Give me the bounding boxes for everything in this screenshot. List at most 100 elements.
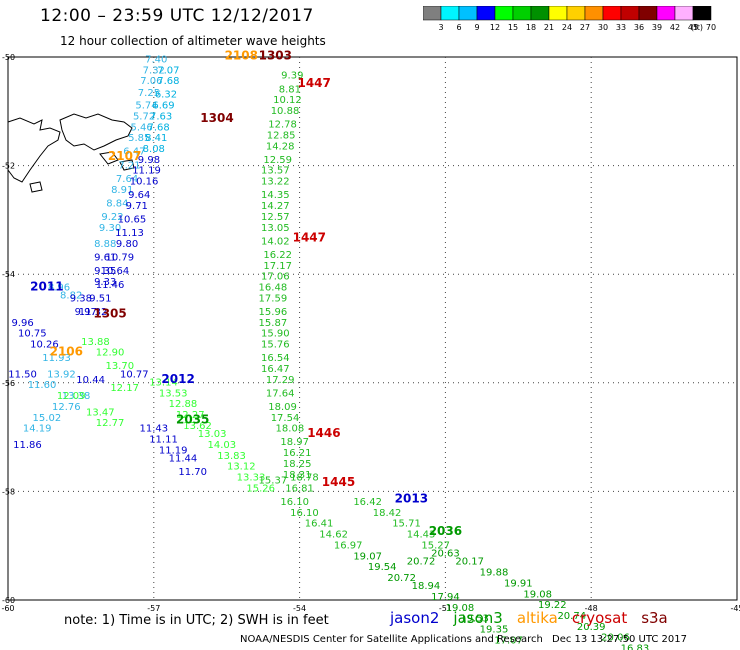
x-tick-label: -54	[293, 604, 306, 613]
wave-height-value: 15.90	[261, 329, 290, 340]
pass-time-label: 2106	[50, 345, 83, 359]
wave-height-value: 9.51	[89, 293, 111, 304]
wave-height-value: 9.61	[94, 253, 116, 264]
wave-height-value: 16.21	[283, 448, 312, 459]
colorbar-tick-label: 27	[580, 23, 590, 32]
wave-height-value: 15.27	[421, 540, 450, 551]
wave-height-value: 13.14	[149, 378, 178, 389]
wave-height-value: 9.80	[116, 239, 138, 250]
wave-height-value: 12.85	[267, 130, 296, 141]
x-tick-label: -51	[439, 604, 452, 613]
wave-height-value: 7.40	[145, 54, 167, 65]
wave-height-value: 13.62	[183, 421, 212, 432]
colorbar-swatch	[692, 6, 712, 21]
wave-height-value: 20.17	[455, 557, 484, 568]
wave-height-value: 8.91	[111, 185, 133, 196]
pass-time-label: 2035	[176, 413, 209, 427]
wave-height-value: 17.06	[261, 272, 290, 283]
pass-time-label: 1303	[259, 49, 292, 63]
pass-time-label: 2108	[225, 49, 258, 63]
wave-height-value: 19.91	[504, 578, 533, 589]
wave-height-value: 20.74	[557, 611, 586, 622]
wave-height-value: 20.06	[601, 633, 630, 644]
wave-height-value: 17.54	[271, 413, 300, 424]
colorbar-tick-label: 3	[438, 23, 443, 32]
wave-height-value: 13.03	[198, 429, 227, 440]
wave-height-value: 8.84	[106, 198, 128, 209]
wave-height-value: 9.39	[281, 71, 303, 82]
wave-height-value: 19.88	[480, 568, 509, 579]
legend-entry-s3a: s3a	[641, 609, 668, 627]
wave-height-value: 20.39	[577, 622, 606, 633]
pass-time-label: 2013	[395, 491, 428, 505]
wave-height-value: 5.74	[135, 101, 157, 112]
wave-height-value: 19.08	[523, 589, 552, 600]
wave-height-value: 10.75	[18, 329, 47, 340]
y-tick-label: -56	[2, 379, 15, 388]
pass-time-label: 1304	[200, 111, 233, 125]
y-tick-label: -54	[2, 270, 15, 279]
wave-height-value: 19.54	[368, 562, 397, 573]
pass-time-label: 2107	[108, 149, 141, 163]
wave-height-value: 10.16	[130, 177, 159, 188]
pass-time-label: 1445	[322, 475, 355, 489]
y-tick-label: -58	[2, 487, 15, 496]
colorbar-tick-label: 6	[456, 23, 461, 32]
pass-time-label: 2011	[30, 279, 63, 293]
wave-height-value: 7.63	[150, 111, 172, 122]
wave-height-value: 13.05	[261, 223, 290, 234]
wave-height-value: 11.19	[159, 445, 188, 456]
legend-entry-jason2: jason2	[390, 609, 440, 627]
wave-height-value: 10.26	[30, 340, 59, 351]
colorbar-tick-label: 33	[616, 23, 626, 32]
satellite-legend: jason2 jason3 altika cryosat s3a	[390, 609, 682, 627]
wave-height-value: 7.06	[140, 76, 162, 87]
wave-height-value: 5.85	[128, 133, 150, 144]
wave-height-value: 18.09	[268, 402, 297, 413]
colorbar-tick-label: 21	[544, 23, 554, 32]
footnote: note: 1) Time is in UTC; 2) SWH is in fe…	[64, 613, 329, 628]
wave-height-value: 12.59	[263, 155, 292, 166]
wave-height-value: 15.71	[392, 519, 421, 530]
wave-height-value: 10.44	[76, 375, 105, 386]
legend-entry-altika: altika	[516, 609, 558, 627]
wave-height-value: 16.54	[261, 353, 290, 364]
wave-height-value: 12.57	[261, 212, 290, 223]
wave-height-value: 19.53	[460, 614, 489, 625]
wave-height-value: 14.35	[261, 190, 290, 201]
colorbar-tick-label: 39	[652, 23, 662, 32]
wave-height-value: 16.97	[334, 540, 363, 551]
wave-height-value: 8.41	[145, 133, 167, 144]
wave-height-value: 13.83	[217, 451, 246, 462]
plot-frame	[7, 56, 738, 601]
pass-time-label: 2036	[429, 524, 462, 538]
wave-height-value: 17.94	[431, 592, 460, 603]
legend-entry-jason3: jason3	[453, 609, 503, 627]
wave-height-value: 17.29	[266, 375, 295, 386]
colorbar-tick-label: 9	[474, 23, 479, 32]
wave-height-value: 11.32	[79, 307, 108, 318]
colorbar-unit-label: (ft)	[691, 23, 703, 32]
wave-height-value: 18.42	[373, 508, 402, 519]
wave-height-value: 9.64	[128, 190, 150, 201]
wave-height-value: 14.19	[23, 424, 52, 435]
wave-height-value: 19.35	[480, 625, 509, 636]
wave-height-value: 15.76	[261, 340, 290, 351]
wave-height-value: 12.78	[268, 120, 297, 131]
wave-height-value: 16.81	[285, 483, 314, 494]
colorbar-tick-label: 24	[562, 23, 572, 32]
wave-height-value: 6.47	[123, 147, 145, 158]
wave-height-value: 19.08	[446, 603, 475, 614]
wave-height-value: 17.07	[494, 635, 523, 646]
wave-height-value: 13.57	[261, 166, 290, 177]
colorbar-tick-label: 12	[490, 23, 500, 32]
wave-height-value: 6.69	[152, 101, 174, 112]
wave-height-value: 16.22	[263, 250, 292, 261]
credit-line: NOAA/NESDIS Center for Satellite Applica…	[240, 634, 543, 645]
x-tick-label: -60	[1, 604, 14, 613]
colorbar: 3 6 9 12 15 18 21 24 27 30 33 36 39 42 45 70(ft)	[423, 6, 716, 32]
wave-height-value: 17.59	[259, 293, 288, 304]
y-tick-label: -52	[2, 162, 15, 171]
wave-height-value: 11.70	[178, 467, 207, 478]
